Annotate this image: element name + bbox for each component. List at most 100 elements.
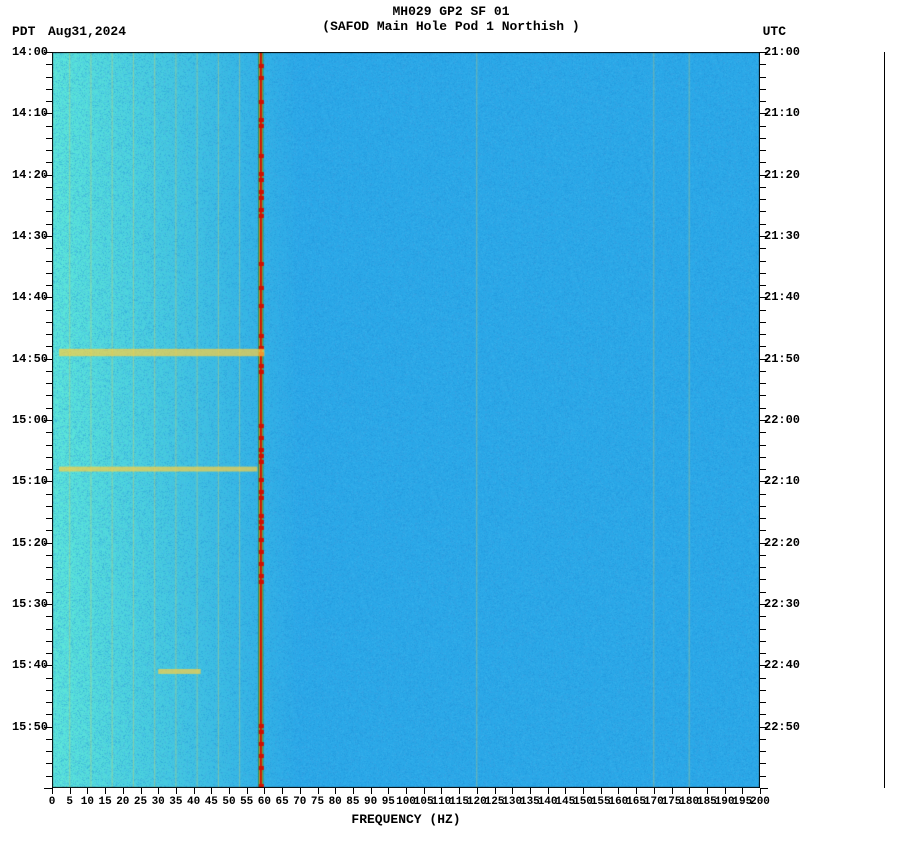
ytick-left bbox=[46, 579, 52, 580]
ylabel-right: 21:30 bbox=[764, 229, 800, 243]
ylabel-right: 22:10 bbox=[764, 474, 800, 488]
ylabel-left: 14:10 bbox=[12, 106, 48, 120]
xtick bbox=[672, 788, 673, 794]
ytick-left bbox=[44, 788, 52, 789]
ylabel-left: 15:10 bbox=[12, 474, 48, 488]
xlabel: 50 bbox=[222, 796, 235, 808]
xtick bbox=[300, 788, 301, 794]
ytick-left bbox=[46, 395, 52, 396]
ytick-right bbox=[760, 126, 766, 127]
spectrogram-plot bbox=[52, 52, 760, 788]
ytick-left bbox=[46, 248, 52, 249]
ytick-left bbox=[46, 285, 52, 286]
ytick-right bbox=[760, 739, 766, 740]
xtick bbox=[87, 788, 88, 794]
spectrogram-canvas bbox=[52, 52, 760, 788]
ytick-left bbox=[46, 334, 52, 335]
xtick bbox=[264, 788, 265, 794]
xtick bbox=[70, 788, 71, 794]
xlabel: 40 bbox=[187, 796, 200, 808]
xtick bbox=[371, 788, 372, 794]
ytick-right bbox=[760, 678, 766, 679]
xtick bbox=[689, 788, 690, 794]
ytick-left bbox=[46, 751, 52, 752]
ylabel-right: 21:40 bbox=[764, 290, 800, 304]
xtick bbox=[707, 788, 708, 794]
ytick-left bbox=[46, 506, 52, 507]
ytick-left bbox=[46, 739, 52, 740]
xtick bbox=[52, 788, 53, 794]
ytick-right bbox=[760, 432, 766, 433]
ytick-left bbox=[46, 64, 52, 65]
ytick-right bbox=[760, 150, 766, 151]
ytick-right bbox=[760, 653, 766, 654]
title-line-1: MH029 GP2 SF 01 bbox=[0, 4, 902, 19]
ytick-right bbox=[760, 469, 766, 470]
ytick-left bbox=[46, 653, 52, 654]
ytick-right bbox=[760, 162, 766, 163]
xtick bbox=[318, 788, 319, 794]
xtick bbox=[388, 788, 389, 794]
ylabel-right: 21:10 bbox=[764, 106, 800, 120]
date-left: Aug31,2024 bbox=[48, 24, 126, 39]
ytick-left bbox=[46, 408, 52, 409]
ytick-left bbox=[46, 371, 52, 372]
xlabel: 25 bbox=[134, 796, 147, 808]
ytick-right bbox=[760, 457, 766, 458]
xtick bbox=[211, 788, 212, 794]
ytick-right bbox=[760, 776, 766, 777]
xtick bbox=[654, 788, 655, 794]
ytick-right bbox=[760, 285, 766, 286]
ytick-right bbox=[760, 395, 766, 396]
ytick-right bbox=[760, 788, 768, 789]
xlabel: 75 bbox=[311, 796, 324, 808]
ytick-right bbox=[760, 310, 766, 311]
xlabel: 10 bbox=[81, 796, 94, 808]
ytick-right bbox=[760, 714, 766, 715]
ytick-left bbox=[46, 322, 52, 323]
ytick-left bbox=[46, 162, 52, 163]
ytick-right bbox=[760, 334, 766, 335]
xtick bbox=[548, 788, 549, 794]
ytick-left bbox=[46, 138, 52, 139]
ylabel-right: 22:50 bbox=[764, 720, 800, 734]
xlabel: 0 bbox=[49, 796, 56, 808]
ylabel-right: 22:00 bbox=[764, 413, 800, 427]
ytick-left bbox=[46, 310, 52, 311]
ytick-right bbox=[760, 751, 766, 752]
timezone-right: UTC bbox=[763, 24, 786, 39]
ytick-left bbox=[46, 261, 52, 262]
ytick-left bbox=[46, 530, 52, 531]
xtick bbox=[424, 788, 425, 794]
ylabel-right: 22:30 bbox=[764, 597, 800, 611]
xtick bbox=[123, 788, 124, 794]
ytick-left bbox=[46, 629, 52, 630]
xtick bbox=[176, 788, 177, 794]
xlabel: 200 bbox=[750, 796, 770, 808]
ylabel-right: 21:20 bbox=[764, 168, 800, 182]
ytick-left bbox=[46, 273, 52, 274]
xtick bbox=[601, 788, 602, 794]
xtick bbox=[441, 788, 442, 794]
ytick-left bbox=[46, 714, 52, 715]
ytick-right bbox=[760, 371, 766, 372]
ytick-right bbox=[760, 641, 766, 642]
ytick-left bbox=[46, 346, 52, 347]
ylabel-left: 15:00 bbox=[12, 413, 48, 427]
ytick-left bbox=[46, 494, 52, 495]
ytick-right bbox=[760, 273, 766, 274]
xtick bbox=[618, 788, 619, 794]
xlabel: 90 bbox=[364, 796, 377, 808]
ytick-left bbox=[46, 126, 52, 127]
xtick bbox=[760, 788, 761, 794]
xlabel: 35 bbox=[169, 796, 182, 808]
ytick-right bbox=[760, 322, 766, 323]
ylabel-left: 14:00 bbox=[12, 45, 48, 59]
xlabel: 65 bbox=[275, 796, 288, 808]
ytick-right bbox=[760, 224, 766, 225]
xlabel: 55 bbox=[240, 796, 253, 808]
xaxis-title: FREQUENCY (HZ) bbox=[52, 812, 760, 827]
ytick-left bbox=[46, 518, 52, 519]
ylabel-left: 15:50 bbox=[12, 720, 48, 734]
ytick-right bbox=[760, 592, 766, 593]
